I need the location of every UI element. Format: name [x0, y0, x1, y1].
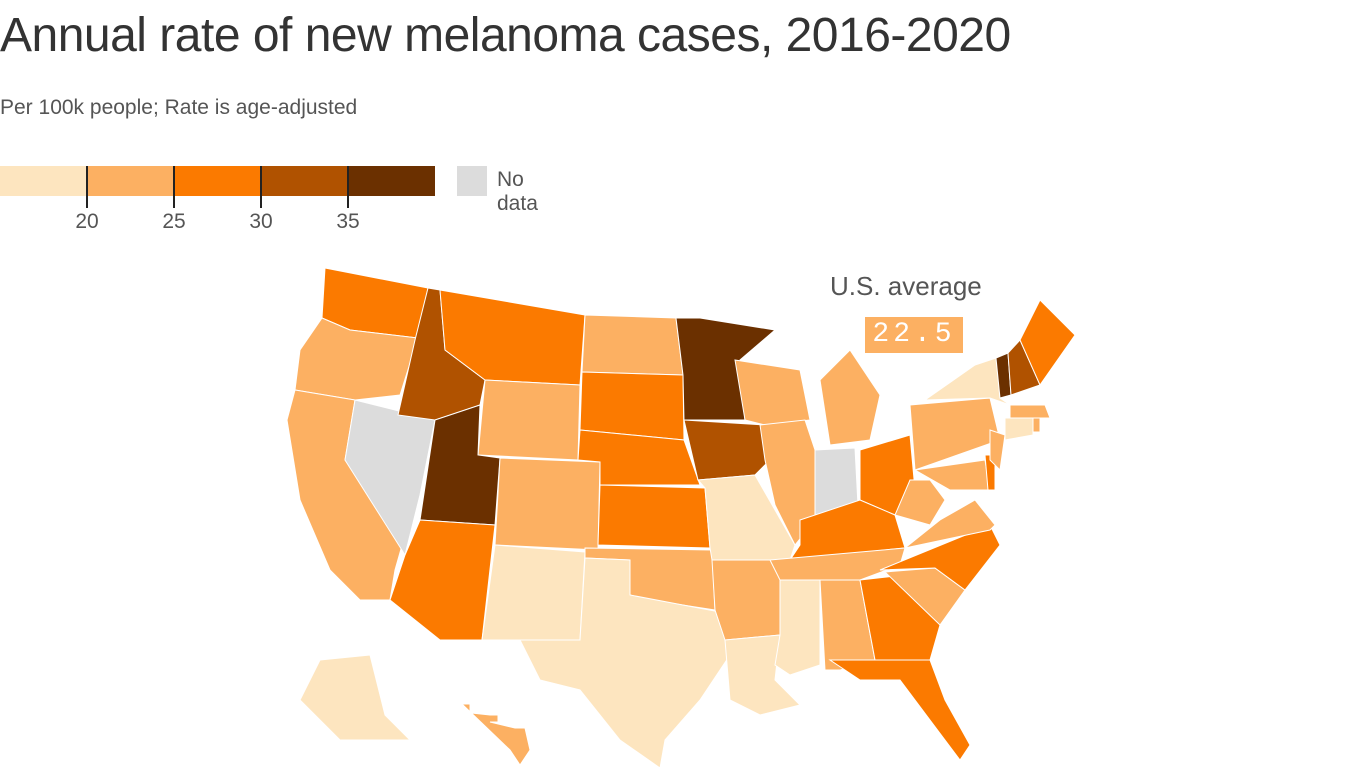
state-ks [597, 484, 711, 549]
legend-tick-label: 35 [336, 210, 360, 233]
state-ia [683, 419, 776, 481]
state-wv [894, 479, 946, 526]
state-co [494, 457, 601, 551]
chart-title: Annual rate of new melanoma cases, 2016-… [0, 9, 1011, 62]
legend-swatch-bin-0 [0, 166, 87, 196]
state-ms [774, 579, 821, 676]
us-average-value: 22.5 [865, 317, 963, 353]
legend-tick [260, 166, 262, 208]
legend-swatch-bin-3 [261, 166, 348, 196]
legend-no-data-label: No data [497, 168, 538, 215]
state-nj [989, 429, 1006, 472]
legend-tick-label: 20 [75, 210, 99, 233]
state-mi [819, 349, 881, 446]
state-wy [477, 379, 581, 461]
legend-tick [86, 166, 88, 208]
state-tn [769, 547, 906, 581]
chart-subtitle: Per 100k people; Rate is age-adjusted [0, 96, 358, 119]
state-sd [579, 371, 685, 441]
legend-swatch-bin-2 [174, 166, 261, 196]
state-tx [519, 557, 731, 768]
state-ak [299, 654, 412, 741]
state-va [904, 499, 996, 549]
state-ct [1004, 417, 1034, 441]
legend-tick-label: 25 [162, 210, 186, 233]
state-me [1019, 299, 1076, 387]
legend-no-data-swatch [457, 166, 487, 196]
legend-tick [173, 166, 175, 208]
state-nd [581, 314, 684, 376]
state-wi [734, 359, 811, 426]
state-az [389, 519, 496, 641]
legend-swatch-bin-1 [87, 166, 174, 196]
state-hi [460, 703, 531, 766]
legend-swatch-bin-4 [348, 166, 435, 196]
us-average-label: U.S. average [830, 271, 982, 301]
state-fl [828, 659, 971, 761]
legend-tick-label: 30 [249, 210, 273, 233]
state-nm [481, 544, 586, 641]
state-or [294, 317, 419, 401]
legend-tick [347, 166, 349, 208]
state-ma [1009, 404, 1051, 419]
